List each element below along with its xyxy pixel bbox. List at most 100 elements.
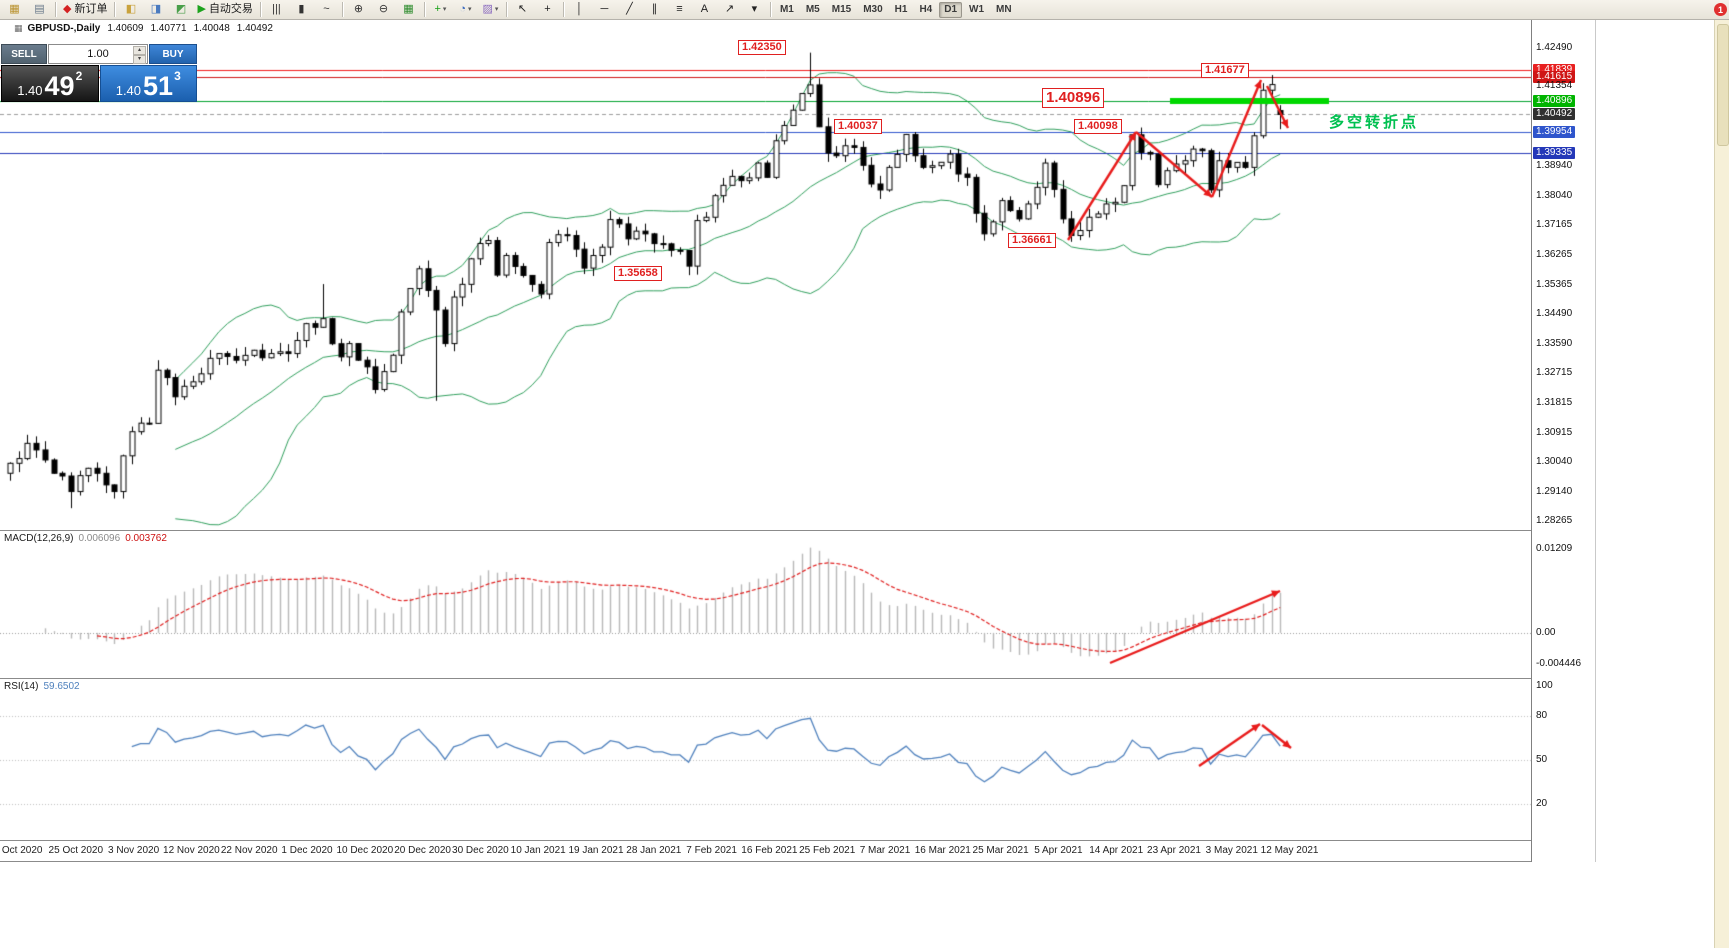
axis-scale-label: -0.004446 [1536, 657, 1582, 669]
axis-scale-label: 1.33590 [1536, 337, 1573, 349]
tile-windows-icon[interactable]: ▦ [397, 0, 420, 19]
cursor-icon: ↖ [517, 3, 528, 15]
rsi-name: RSI(14) [4, 681, 39, 692]
zoom-out-icon: ⊖ [378, 3, 389, 15]
timeframe-mn[interactable]: MN [996, 3, 1012, 15]
candlestick-icon[interactable]: ▮ [290, 0, 313, 19]
chart-canvas[interactable] [0, 0, 1531, 862]
time-axis-label: 16 Mar 2021 [914, 845, 971, 856]
timeframe-m15[interactable]: M15 [831, 3, 852, 15]
bar-chart-icon[interactable]: ||| [265, 0, 288, 19]
timeframe-h4[interactable]: H4 [919, 3, 933, 15]
symbol-period-label: GBPUSD-,Daily [27, 23, 101, 34]
one-click-trading-panel: SELL 1.00 ▴ ▾ BUY 1.40 49 2 1.40 51 3 [1, 44, 197, 102]
zoom-in-icon[interactable]: ⊕ [347, 0, 370, 19]
templates-icon[interactable]: ▨ ▾ [479, 0, 502, 19]
volume-decrease-button[interactable]: ▾ [133, 55, 146, 64]
time-axis-label: 10 Dec 2020 [336, 845, 394, 856]
axis-scale-label: 1.40492 [1533, 108, 1576, 121]
indicators-icon[interactable]: + ▾ [429, 0, 452, 19]
axis-scale-label: 1.34490 [1536, 308, 1573, 319]
arrow-tool-icon[interactable]: ↗ [718, 0, 741, 19]
timeframe-h1[interactable]: H1 [894, 3, 908, 15]
sell-button[interactable]: SELL [1, 44, 47, 64]
buy-button[interactable]: BUY [149, 44, 197, 64]
timeframe-d1[interactable]: D1 [939, 1, 963, 18]
time-axis-label: 3 Nov 2020 [108, 845, 160, 856]
timeframe-m1[interactable]: M1 [779, 3, 794, 15]
data-window-icon[interactable]: ◨ [144, 0, 167, 19]
crosshair-icon[interactable]: + [536, 0, 559, 19]
channel-icon[interactable]: ∥ [643, 0, 666, 19]
auto-trading-button[interactable]: ▶ 自动交易 [194, 0, 255, 19]
main-toolbar: ▦ ▤ ◆ 新订单 ◧ ◨ ◩ ▶ 自动交易 ||| ▮ ~ ⊕ ⊖ ▦ + ▾ ◔ ▾ ▨ ▾ ↖ + │ ─ ╱ ∥ ≡ A ↗ ▾ M1… [0, 0, 1729, 20]
time-axis-label: 28 Jan 2021 [626, 845, 682, 856]
price-axis[interactable]: 1.42490 1.41839 1.41615 1.41354 1.40896 1.404… [1531, 20, 1596, 862]
zoom-out-icon[interactable]: ⊖ [372, 0, 395, 19]
sell-price-display[interactable]: 1.40 49 2 [1, 65, 99, 102]
high-value: 1.40771 [150, 23, 187, 34]
macd-label: MACD(12,26,9) 0.006096 0.003762 [4, 533, 167, 544]
volume-input[interactable]: 1.00 ▴ ▾ [48, 44, 148, 64]
chevron-down-icon[interactable]: ▾ [442, 6, 447, 13]
timeframe-w1[interactable]: W1 [969, 3, 985, 15]
axis-scale-label: 20 [1536, 798, 1548, 810]
time-axis-label: 12 May 2021 [1260, 845, 1319, 856]
sell-price-digits: 49 [44, 71, 75, 102]
notification-icon[interactable]: 1 [1714, 3, 1727, 16]
chevron-down-icon[interactable]: ▾ [494, 6, 499, 13]
auto-trading-button-label: 自动交易 [208, 3, 253, 15]
volume-increase-button[interactable]: ▴ [133, 46, 146, 55]
time-axis-label: 20 Dec 2020 [394, 845, 451, 856]
axis-scale-label: 1.29140 [1536, 485, 1573, 497]
shapes-icon[interactable]: ▾ [743, 0, 766, 19]
axis-scale-label: 1.40896 [1533, 95, 1576, 107]
chevron-down-icon[interactable]: ▾ [468, 6, 472, 13]
axis-scale-label: 1.36265 [1536, 248, 1573, 260]
templates-icon: ▨ [482, 3, 493, 15]
new-order-button-label: 新订单 [74, 3, 108, 15]
new-order-button[interactable]: ◆ 新订单 [60, 0, 110, 19]
right-scrollbar[interactable] [1714, 20, 1729, 948]
new-order-button: ◆ [63, 3, 72, 15]
separator-macd-rsi[interactable] [0, 678, 1596, 679]
axis-scale-label: 1.37165 [1536, 219, 1573, 231]
axis-scale-label: 1.41354 [1536, 79, 1573, 91]
timeframe-m30[interactable]: M30 [863, 3, 883, 15]
cursor-icon[interactable]: ↖ [511, 0, 534, 19]
timeframe-m5[interactable]: M5 [805, 3, 820, 15]
market-watch-icon[interactable]: ◧ [119, 0, 142, 19]
horizontal-line-icon[interactable]: ─ [593, 0, 616, 19]
toolbar-separator [55, 2, 56, 17]
axis-scale-label: 0.01209 [1536, 542, 1573, 554]
text-icon[interactable]: A [693, 0, 716, 19]
vertical-line-icon[interactable]: │ [568, 0, 591, 19]
periods-icon[interactable]: ◔ ▾ [454, 0, 477, 19]
toolbar-separator [423, 2, 425, 17]
chart-profiles-icon[interactable]: ▤ [28, 0, 51, 19]
axis-scale-label: 1.30040 [1536, 455, 1573, 467]
right-scrollbar-thumb[interactable] [1717, 24, 1729, 146]
toolbar-separator [505, 2, 507, 17]
sell-price-pip: 2 [75, 69, 83, 83]
trendline-icon[interactable]: ╱ [618, 0, 641, 19]
time-axis-label: 3 May 2021 [1205, 845, 1258, 856]
buy-price-display[interactable]: 1.40 51 3 [99, 65, 197, 102]
buy-price-prefix: 1.40 [115, 82, 142, 98]
line-chart-icon: ~ [323, 3, 330, 15]
fibonacci-icon[interactable]: ≡ [668, 0, 691, 19]
navigator-icon[interactable]: ◩ [169, 0, 192, 19]
line-chart-icon[interactable]: ~ [315, 0, 338, 19]
time-axis-label: 16 Feb 2021 [741, 845, 798, 856]
volume-value: 1.00 [87, 48, 109, 60]
separator-main-macd[interactable] [0, 530, 1596, 531]
axis-scale-label: 1.39954 [1533, 126, 1576, 139]
time-axis-label: 14 Apr 2021 [1089, 845, 1144, 856]
axis-scale-label: 1.38940 [1536, 160, 1573, 172]
macd-signal-value: 0.003762 [125, 533, 167, 544]
axis-scale-label: 1.30915 [1536, 426, 1573, 438]
rsi-label: RSI(14) 59.6502 [4, 681, 80, 692]
new-chart-icon[interactable]: ▦ [3, 0, 26, 19]
